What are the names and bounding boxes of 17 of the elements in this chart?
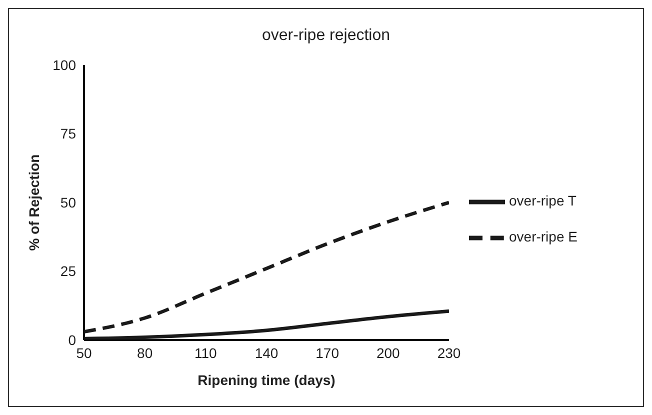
y-tick-label: 100: [52, 56, 76, 73]
x-tick-label: 170: [316, 344, 340, 361]
x-tick-label: 50: [76, 344, 92, 361]
y-tick-label: 25: [60, 263, 76, 280]
x-tick-label: 80: [137, 344, 153, 361]
x-axis-title: Ripening time (days): [198, 372, 336, 388]
x-tick-label: 140: [254, 344, 278, 361]
legend-label: over-ripe T: [509, 192, 576, 209]
x-tick-label: 230: [437, 344, 461, 361]
legend-label: over-ripe E: [509, 228, 578, 245]
x-tick-label: 200: [376, 344, 400, 361]
x-tick-label: 110: [194, 344, 218, 361]
y-tick-label: 75: [60, 126, 76, 142]
y-tick-label: 50: [60, 194, 76, 210]
chart-title: over-ripe rejection: [260, 27, 392, 45]
y-tick-label: 0: [68, 332, 76, 348]
y-axis-title: % of Rejection: [26, 154, 42, 251]
